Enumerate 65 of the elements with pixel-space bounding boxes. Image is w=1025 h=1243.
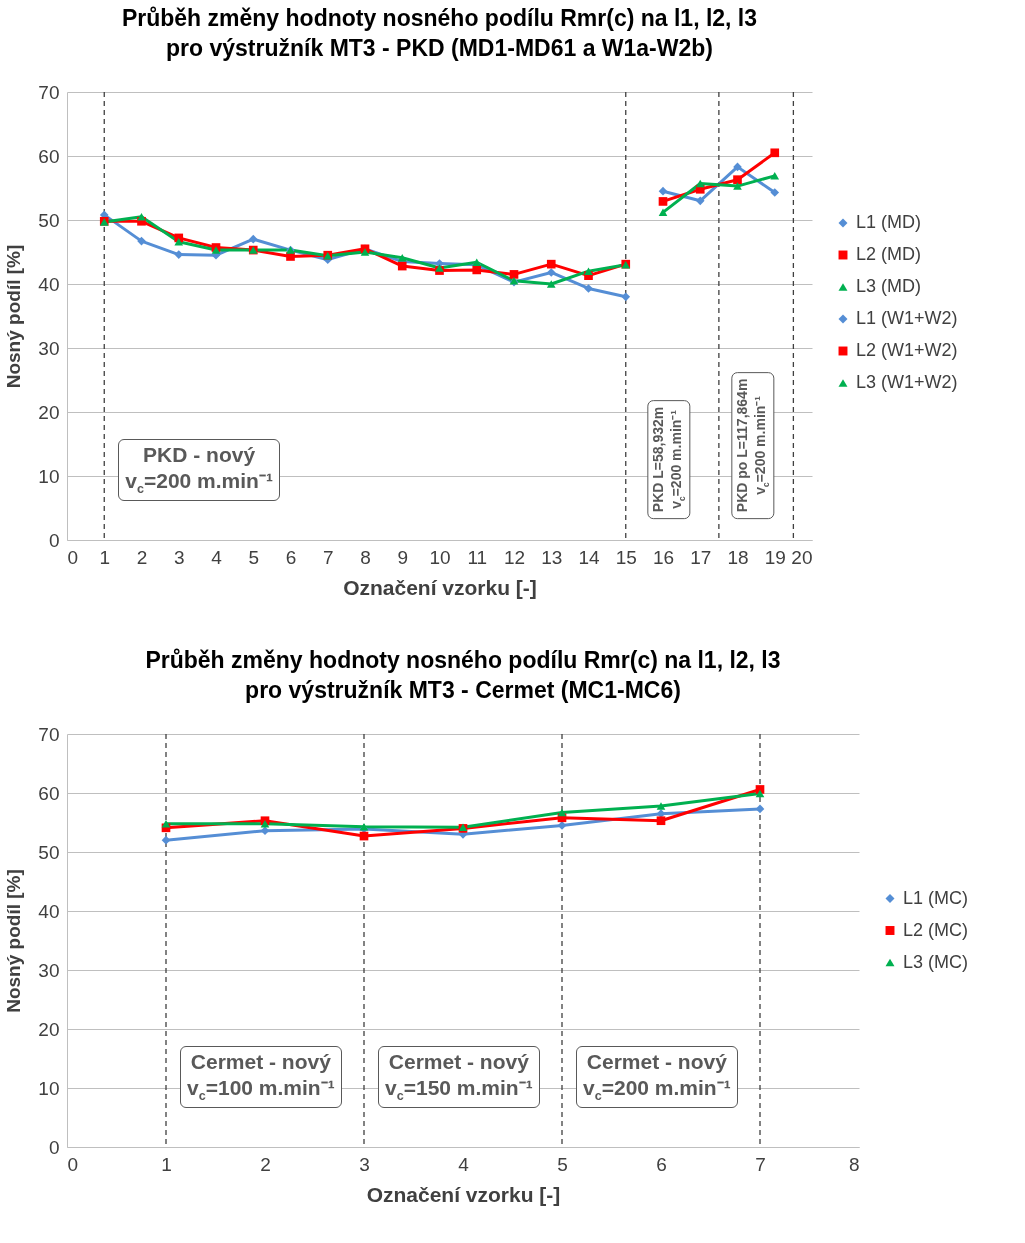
x-tick-label: 7: [322, 546, 334, 568]
x-tick-label: 16: [652, 546, 675, 568]
legend-label: L2 (W1+W2): [856, 340, 958, 360]
x-axis-title: Označení vzorku [-]: [366, 1182, 561, 1206]
legend-label: L2 (MD): [856, 244, 922, 264]
y-tick-label: 30: [38, 337, 60, 359]
x-tick-label: 12: [503, 546, 526, 568]
y-tick-label: 10: [38, 465, 60, 487]
annotation: Cermet - nový v$_{c}$=200 m.min⁻¹: [576, 1046, 738, 1109]
x-tick-label: 6: [285, 546, 297, 568]
x-tick-label: 8: [848, 1153, 860, 1175]
y-tick-label: 50: [38, 209, 60, 231]
y-axis-title: Nosný podíl [%]: [3, 244, 25, 389]
x-tick-label: 8: [360, 546, 371, 568]
y-tick-label: 40: [38, 273, 60, 295]
x-tick-label: 11: [467, 546, 488, 568]
chart-title: Průběh změny hodnoty nosného podílu Rmr(c) na l1, l2, l3 pro výstružník MT3 - PKD (MD1-MD61 a W1a-W2b): [121, 5, 758, 61]
y-tick-label: 0: [48, 1136, 60, 1158]
x-tick-label: 14: [578, 546, 600, 568]
y-tick-label: 10: [38, 1077, 60, 1099]
x-tick-label: 19: [764, 546, 786, 568]
y-tick-label: 20: [38, 401, 60, 423]
x-tick-label: 0: [67, 546, 79, 568]
x-tick-label: 3: [359, 1153, 370, 1175]
y-tick-label: 60: [38, 782, 60, 804]
y-tick-label: 70: [38, 81, 60, 103]
x-tick-label: 0: [67, 1153, 79, 1175]
annotation: PKD - nový v$_{c}$=200 m.min⁻¹: [118, 439, 280, 502]
x-tick-label: 1: [161, 1153, 172, 1175]
x-tick-label: 5: [248, 546, 260, 568]
legend-label: L3 (W1+W2): [856, 372, 958, 392]
y-tick-label: 40: [38, 900, 60, 922]
y-tick-label: 70: [38, 723, 60, 745]
legend-label: L3 (MD): [856, 276, 922, 296]
x-tick-label: 15: [615, 546, 637, 568]
y-axis-title: Nosný podíl [%]: [3, 869, 25, 1013]
x-tick-label: 4: [458, 1153, 470, 1175]
x-tick-label: 2: [260, 1153, 271, 1175]
x-tick-label: 13: [541, 546, 563, 568]
x-tick-label: 17: [690, 546, 712, 568]
x-axis-title: Označení vzorku [-]: [343, 575, 537, 599]
x-tick-label: 6: [656, 1153, 667, 1175]
x-tick-label: 18: [727, 546, 749, 568]
x-tick-label: 10: [429, 546, 451, 568]
legend-label: L2 (MC): [903, 919, 969, 940]
x-tick-label: 7: [755, 1153, 766, 1175]
x-tick-label: 5: [557, 1153, 568, 1175]
legend-label: L3 (MC): [903, 951, 969, 972]
x-tick-label: 2: [136, 546, 148, 568]
chart-title: Průběh změny hodnoty nosného podílu Rmr(c) na l1, l2, l3 pro výstružník MT3 - Cermet (MC1-MC6): [145, 647, 781, 703]
y-tick-label: 0: [48, 529, 60, 551]
y-tick-label: 20: [38, 1018, 60, 1040]
legend-label: L1 (MD): [856, 212, 922, 232]
x-tick-label: 20: [791, 546, 813, 568]
annotation: Cermet - nový v$_{c}$=150 m.min⁻¹: [378, 1046, 540, 1109]
y-tick-label: 60: [38, 145, 60, 167]
legend-label: L1 (W1+W2): [856, 308, 958, 328]
y-tick-label: 50: [38, 841, 60, 863]
x-tick-label: 9: [397, 546, 409, 568]
y-tick-label: 30: [38, 959, 60, 981]
x-tick-label: 3: [173, 546, 185, 568]
annotation: Cermet - nový v$_{c}$=100 m.min⁻¹: [180, 1046, 342, 1109]
x-tick-label: 1: [99, 546, 111, 568]
legend-label: L1 (MC): [903, 887, 969, 908]
x-tick-label: 4: [211, 546, 223, 568]
